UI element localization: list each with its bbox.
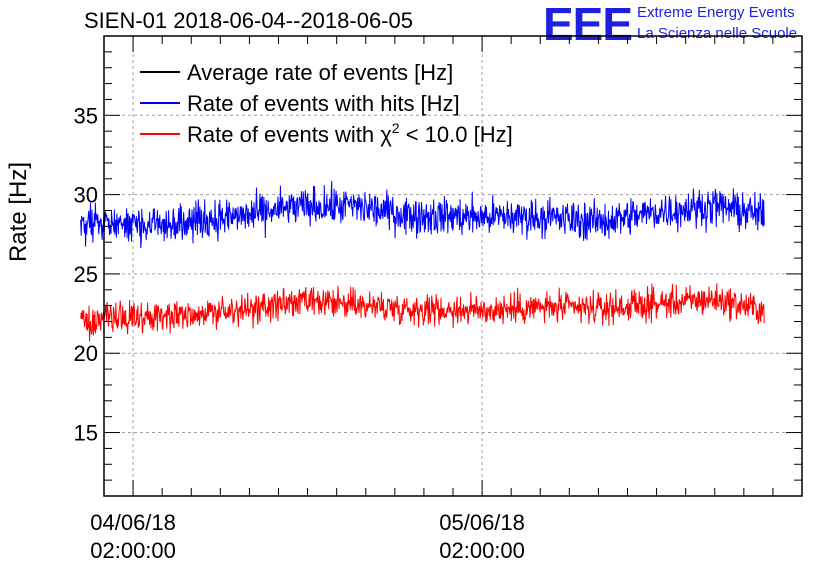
- axis-ticks: [104, 35, 802, 497]
- x-tick-label-date: 04/06/18: [90, 510, 176, 535]
- y-tick-label: 35: [74, 103, 98, 128]
- y-tick-label: 20: [74, 341, 98, 366]
- y-tick-label: 30: [74, 183, 98, 208]
- eee-logo-mark: EEE: [543, 0, 633, 50]
- grid-lines: [104, 36, 802, 496]
- chart-title: SIEN-01 2018-06-04--2018-06-05: [84, 8, 413, 33]
- series-line-2: [80, 283, 765, 342]
- y-axis-title: Rate [Hz]: [5, 162, 32, 262]
- series-layer: [80, 180, 765, 342]
- series-line-1: [80, 180, 765, 249]
- legend-label-average: Average rate of events [Hz]: [187, 60, 453, 85]
- x-tick-label-date: 05/06/18: [439, 510, 525, 535]
- y-tick-label: 15: [74, 421, 98, 446]
- x-tick-label-time: 02:00:00: [439, 538, 525, 563]
- logo-line-2: La Scienza nelle Scuole: [637, 25, 798, 42]
- legend: Average rate of events [Hz] Rate of even…: [140, 60, 513, 147]
- x-tick-label-time: 02:00:00: [90, 538, 176, 563]
- logo-line-1: Extreme Energy Events: [637, 4, 795, 21]
- y-tick-label: 25: [74, 262, 98, 287]
- legend-label-chi2: Rate of events with χ2 < 10.0 [Hz]: [187, 120, 513, 147]
- legend-label-hits: Rate of events with hits [Hz]: [187, 91, 460, 116]
